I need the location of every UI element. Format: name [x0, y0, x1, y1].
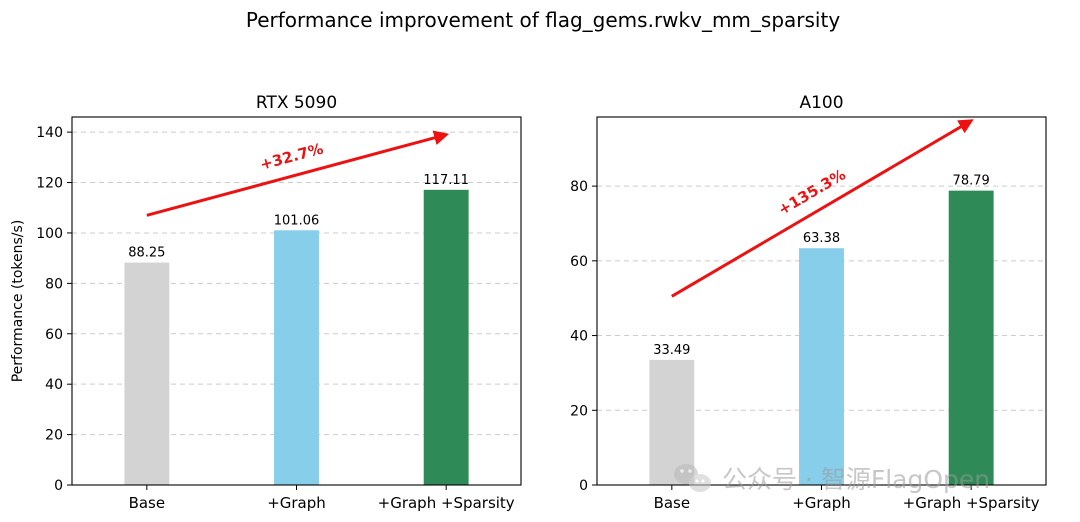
improvement-arrow — [671, 119, 974, 298]
y-tick-label: 120 — [36, 176, 63, 192]
y-axis-label: Performance (tokens/s) — [10, 220, 26, 383]
improvement-arrow — [146, 130, 450, 217]
figure-title: Performance improvement of flag_gems.rwk… — [246, 8, 840, 32]
bar-graph-sparsity — [948, 190, 994, 485]
y-tick-label: 0 — [579, 478, 588, 494]
bar-value-label: 78.79 — [953, 174, 990, 189]
y-tick-label: 80 — [570, 179, 588, 195]
x-tick-label: +Graph — [267, 494, 326, 512]
subplot-title: A100 — [799, 93, 843, 113]
y-tick-label: 140 — [36, 125, 63, 141]
x-tick-label: +Graph — [792, 494, 851, 512]
chart-panel-a100: 33.49 63.38 78.79 0 20 40 60 80 Base +Graph +Graph… — [570, 93, 1047, 512]
y-tick-label: 60 — [45, 327, 63, 343]
improvement-label: +135.3% — [775, 165, 849, 219]
x-tick-label: +Graph +Sparsity — [378, 494, 515, 512]
bar-value-label: 117.11 — [423, 173, 469, 188]
bar-value-label: 33.49 — [653, 343, 690, 358]
bar-value-label: 88.25 — [128, 246, 165, 261]
y-tick-label: 20 — [45, 428, 63, 444]
y-tick-label: 0 — [54, 478, 63, 494]
bar-value-label: 63.38 — [803, 231, 840, 246]
y-tick-label: 100 — [36, 226, 63, 242]
wechat-icon — [674, 464, 711, 492]
watermark-text: 公众号 · 智源FlagOpen — [722, 465, 990, 494]
y-tick-label: 80 — [45, 276, 63, 292]
x-tick-label: Base — [129, 494, 166, 512]
chart-panel-rtx5090: 88.25 101.06 117.11 0 20 40 60 80 100 120 140 Base +… — [10, 93, 522, 512]
y-tick-label: 40 — [45, 377, 63, 393]
bar-value-label: 101.06 — [274, 213, 320, 228]
x-tick-label: +Graph +Sparsity — [903, 494, 1040, 512]
subplot-title: RTX 5090 — [256, 93, 337, 113]
bar-graph-sparsity — [423, 189, 469, 485]
bar-graph — [799, 248, 844, 485]
x-tick-label: Base — [654, 494, 691, 512]
y-tick-label: 20 — [570, 403, 588, 419]
watermark: 公众号 · 智源FlagOpen — [674, 464, 990, 494]
bar-graph — [274, 230, 319, 485]
y-tick-label: 40 — [570, 329, 588, 345]
y-tick-label: 60 — [570, 254, 588, 270]
bar-base — [124, 262, 170, 485]
